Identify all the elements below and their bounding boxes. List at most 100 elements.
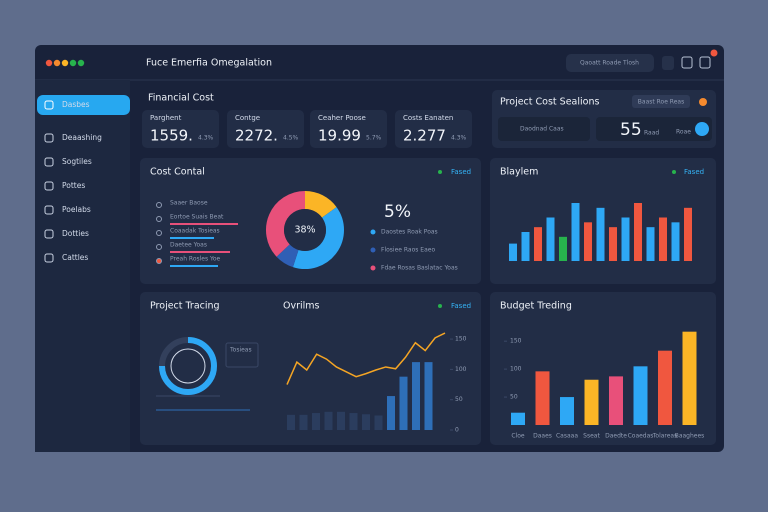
- search-text: Qaoatt Roade Tlosh: [580, 60, 639, 67]
- legend-dot: [370, 229, 376, 235]
- nav-item[interactable]: Sogtiles: [62, 157, 92, 166]
- panel: [140, 292, 481, 445]
- donut-segment: [292, 207, 344, 269]
- bar: [584, 379, 599, 425]
- dot: [438, 304, 442, 308]
- nav-icon: [44, 253, 54, 263]
- bar: [399, 376, 408, 430]
- icon-button[interactable]: [699, 56, 711, 69]
- ring-progress: [159, 337, 217, 395]
- y-tick-label: 0: [455, 427, 459, 434]
- progress: [170, 223, 238, 225]
- row-icon: [156, 230, 162, 236]
- kpi-value: 19.99: [318, 127, 361, 145]
- y-tick-label: 100: [455, 366, 467, 373]
- bar: [362, 414, 370, 430]
- x-tick-label: Tolareas: [652, 433, 678, 440]
- nav-item[interactable]: Pottes: [62, 181, 85, 190]
- kpi-delta: 4.3%: [451, 135, 467, 142]
- bar: [584, 222, 592, 261]
- y-tick-label: 50: [510, 394, 518, 401]
- bar: [560, 397, 574, 425]
- bar: [312, 413, 320, 430]
- donut-center: 38%: [294, 225, 315, 236]
- kpi-delta: 5.7%: [366, 135, 382, 142]
- bar: [412, 362, 420, 430]
- bar: [387, 396, 395, 430]
- bar: [571, 203, 580, 261]
- legend-dot: [370, 265, 376, 271]
- legend-label: Flosiee Raos Eaeo: [381, 247, 435, 254]
- nav-item[interactable]: Dotties: [62, 229, 89, 238]
- bar: [596, 207, 605, 261]
- bar: [509, 243, 517, 261]
- link[interactable]: Fased: [684, 168, 704, 176]
- row-icon: [156, 258, 162, 264]
- kpi-label: Ceaher Poose: [318, 114, 366, 122]
- badge: [710, 49, 718, 57]
- bar: [634, 203, 642, 261]
- bar: [349, 413, 358, 430]
- donut-hole: [284, 209, 326, 251]
- nav-icon: [44, 205, 54, 215]
- app-title: Fuce Emerfia Omegalation: [146, 58, 272, 69]
- dot: [77, 59, 85, 67]
- x-tick-label: Baaghees: [675, 433, 705, 440]
- bar: [337, 411, 345, 430]
- icon-button[interactable]: [662, 56, 674, 70]
- x-tick-label: Sseat: [583, 433, 600, 440]
- nav-item[interactable]: Cattles: [62, 253, 88, 262]
- panel-title: Project Tracing: [150, 301, 220, 312]
- kpi-card: [395, 110, 472, 148]
- dot: [69, 59, 77, 67]
- kpi-label: Parghent: [150, 114, 182, 122]
- panel-title: Budget Treding: [500, 301, 572, 312]
- nav-item[interactable]: Dasbes: [62, 100, 90, 109]
- bar: [621, 217, 630, 261]
- panel-title: Project Cost Sealions: [500, 97, 599, 108]
- dot: [45, 59, 53, 67]
- nav-item[interactable]: Deaashing: [62, 133, 102, 142]
- icon-button[interactable]: [681, 56, 693, 69]
- select[interactable]: [498, 117, 590, 141]
- bar: [324, 411, 333, 430]
- progress: [170, 265, 218, 267]
- bar: [299, 414, 308, 430]
- nav-icon: [44, 181, 54, 191]
- search-box[interactable]: [566, 54, 654, 72]
- icon: [699, 98, 707, 106]
- kpi-label: Costs Eanaten: [403, 114, 453, 122]
- link[interactable]: Fased: [451, 302, 471, 310]
- link[interactable]: Fased: [451, 168, 471, 176]
- nav-item[interactable]: Poelabs: [62, 205, 91, 214]
- progress: [170, 237, 214, 239]
- button-label: Baast Roe Reas: [638, 99, 684, 106]
- active-item[interactable]: [37, 95, 130, 115]
- bar: [671, 222, 680, 261]
- kpi-delta: 4.3%: [198, 135, 214, 142]
- bar: [374, 415, 383, 430]
- bar: [659, 217, 667, 261]
- bar: [511, 412, 525, 425]
- button[interactable]: [632, 95, 690, 108]
- bar: [546, 217, 555, 261]
- section-title: Financial Cost: [148, 93, 214, 104]
- legend-dot: [370, 247, 376, 253]
- y-tick-label: 150: [455, 336, 467, 343]
- nav-icon: [44, 157, 54, 167]
- action[interactable]: [695, 122, 709, 136]
- nav-icon: [44, 100, 54, 110]
- row-label: Eortoe Suais Beat: [170, 214, 224, 221]
- kpi-value: 2.277: [403, 127, 446, 145]
- dot: [53, 59, 61, 67]
- kpi-card: [310, 110, 387, 148]
- bar: [424, 362, 433, 430]
- bar: [658, 350, 672, 425]
- legend-label: Daostes Roak Poas: [381, 229, 438, 236]
- row-label: Saaer Baose: [170, 200, 208, 207]
- bar: [646, 227, 655, 261]
- panel-title: Ovrilms: [283, 301, 320, 312]
- panel-title: Cost Contal: [150, 167, 205, 178]
